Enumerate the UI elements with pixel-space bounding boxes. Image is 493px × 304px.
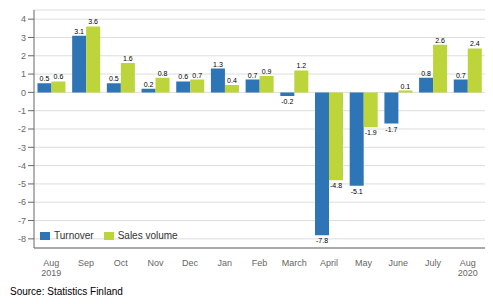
svg-text:0.7: 0.7	[248, 72, 258, 79]
svg-text:1.3: 1.3	[213, 61, 223, 68]
svg-text:-2: -2	[18, 124, 26, 134]
svg-text:-1: -1	[18, 106, 26, 116]
html-text:Sales volume: Sales volume	[117, 230, 178, 241]
svg-text:Sep: Sep	[78, 258, 94, 268]
svg-text:-6: -6	[18, 197, 26, 207]
svg-text:0.9: 0.9	[262, 68, 272, 75]
svg-text:-8: -8	[18, 234, 26, 244]
svg-text:1.6: 1.6	[123, 55, 133, 62]
svg-text:Aug2020: Aug2020	[458, 258, 478, 278]
svg-text:0.8: 0.8	[158, 70, 168, 77]
svg-text:-4: -4	[18, 161, 26, 171]
html-text:Turnover: Turnover	[54, 230, 94, 241]
svg-text:Feb: Feb	[252, 258, 268, 268]
svg-text:Dec: Dec	[182, 258, 199, 268]
svg-text:Oct: Oct	[114, 258, 129, 268]
svg-text:Nov: Nov	[147, 258, 164, 268]
svg-text:-3: -3	[18, 143, 26, 153]
svg-text:4: 4	[21, 14, 26, 24]
svg-text:0.5: 0.5	[40, 75, 50, 82]
svg-text:3.6: 3.6	[88, 18, 98, 25]
svg-text:0.7: 0.7	[192, 72, 202, 79]
svg-text:2: 2	[21, 51, 26, 61]
svg-text:-4.8: -4.8	[330, 182, 342, 189]
svg-text:Jan: Jan	[218, 258, 233, 268]
svg-text:0.7: 0.7	[456, 72, 466, 79]
svg-text:-7.8: -7.8	[316, 237, 328, 244]
svg-text:April: April	[320, 258, 338, 268]
svg-text:0.2: 0.2	[144, 81, 154, 88]
svg-text:-5: -5	[18, 179, 26, 189]
svg-text:0.6: 0.6	[178, 73, 188, 80]
svg-text:-0.2: -0.2	[281, 98, 293, 105]
svg-text:Aug2019: Aug2019	[41, 258, 61, 278]
svg-text:0.8: 0.8	[421, 70, 431, 77]
svg-text:3.1: 3.1	[74, 28, 84, 35]
svg-text:0.6: 0.6	[54, 73, 64, 80]
svg-text:-5.1: -5.1	[351, 188, 363, 195]
svg-text:-1.9: -1.9	[365, 129, 377, 136]
svg-text:0: 0	[21, 88, 26, 98]
svg-text:-1.7: -1.7	[385, 126, 397, 133]
svg-text:-7: -7	[18, 216, 26, 226]
svg-text:3: 3	[21, 33, 26, 43]
svg-text:2.6: 2.6	[435, 37, 445, 44]
html-text:Source: Statistics Finland: Source: Statistics Finland	[10, 286, 123, 297]
svg-text:1: 1	[21, 69, 26, 79]
svg-text:June: June	[389, 258, 409, 268]
svg-text:2.4: 2.4	[470, 40, 480, 47]
svg-text:May: May	[355, 258, 373, 268]
svg-text:0.4: 0.4	[227, 77, 237, 84]
svg-text:March: March	[282, 258, 307, 268]
svg-text:July: July	[425, 258, 442, 268]
svg-text:1.2: 1.2	[296, 62, 306, 69]
svg-text:0.5: 0.5	[109, 75, 119, 82]
svg-text:0.1: 0.1	[401, 83, 411, 90]
